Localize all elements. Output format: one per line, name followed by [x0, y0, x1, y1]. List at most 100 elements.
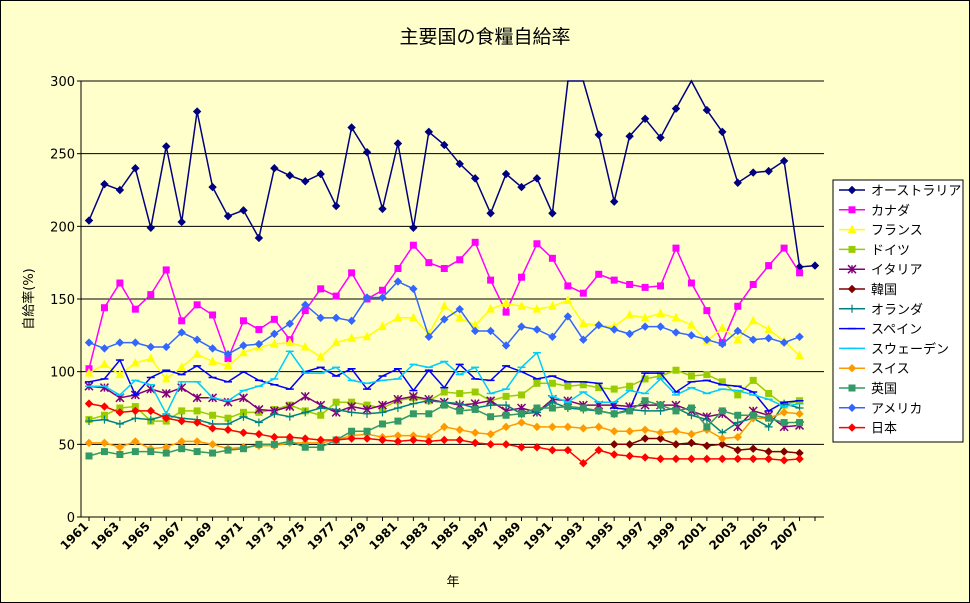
x-tick-label: 1995 — [583, 519, 617, 553]
data-point — [548, 445, 557, 455]
data-point — [640, 453, 650, 462]
x-tick-label: 1987 — [459, 519, 493, 553]
data-point — [316, 352, 326, 361]
data-point — [734, 391, 742, 399]
data-point — [394, 264, 402, 272]
data-point — [734, 411, 742, 419]
data-point — [687, 331, 696, 340]
data-point — [270, 315, 278, 323]
data-point — [456, 256, 464, 264]
data-point — [100, 304, 108, 312]
legend-label: スペイン — [871, 323, 922, 338]
data-point — [408, 391, 418, 401]
data-point — [625, 132, 634, 141]
data-point — [718, 407, 726, 415]
data-point — [177, 437, 186, 446]
data-point — [239, 428, 248, 437]
data-point — [316, 169, 325, 179]
y-tick-label: 250 — [50, 148, 75, 163]
data-point — [161, 373, 171, 383]
data-point — [609, 427, 619, 436]
data-point — [393, 437, 403, 446]
data-point — [270, 329, 279, 339]
data-point — [131, 437, 140, 446]
data-point — [796, 419, 804, 427]
data-point — [316, 313, 325, 323]
chart-title: 主要国の食糧自給率 — [399, 26, 570, 48]
data-point — [518, 273, 526, 281]
data-point — [563, 312, 573, 321]
data-point — [131, 163, 140, 173]
y-tick-label: 150 — [50, 293, 75, 308]
data-point — [470, 438, 480, 448]
legend: オーストラリアカナダフランスドイツイタリア韓国オランダスペインスウェーデンスイス… — [832, 179, 964, 443]
data-point — [609, 197, 619, 206]
data-point — [501, 440, 511, 449]
legend-item: イタリア — [839, 263, 922, 278]
data-point — [178, 407, 186, 415]
data-point — [687, 404, 695, 412]
series — [85, 397, 804, 460]
data-point — [594, 445, 603, 455]
data-point — [100, 438, 109, 448]
legend-item: スウェーデン — [839, 341, 949, 357]
data-point — [162, 413, 171, 423]
x-axis-label: 年 — [446, 575, 459, 590]
data-point — [162, 266, 170, 274]
data-point — [285, 319, 295, 328]
data-point — [563, 445, 573, 455]
data-point — [502, 411, 510, 419]
data-point — [532, 443, 542, 452]
data-point — [223, 360, 233, 370]
data-point — [470, 174, 480, 183]
data-point — [285, 402, 295, 412]
data-point — [749, 335, 758, 344]
x-tick-label: 1973 — [243, 519, 277, 553]
data-point — [702, 415, 711, 424]
data-point — [409, 410, 417, 418]
x-tick-label: 1965 — [119, 519, 153, 553]
data-point — [795, 350, 804, 360]
data-point — [332, 398, 340, 406]
data-point — [146, 406, 155, 416]
data-point — [470, 326, 480, 336]
data-point — [656, 133, 665, 142]
data-point — [409, 284, 418, 294]
data-point — [440, 315, 449, 324]
data-point — [548, 209, 557, 218]
legend-label: オランダ — [871, 303, 923, 318]
data-point — [208, 440, 217, 449]
data-point — [779, 447, 789, 456]
data-point — [254, 404, 264, 414]
x-tick-label: 1985 — [428, 519, 462, 553]
data-point — [780, 419, 788, 427]
data-point — [193, 407, 201, 415]
data-point — [471, 238, 479, 246]
data-point — [440, 388, 448, 396]
data-point — [625, 440, 634, 449]
data-point — [502, 401, 511, 410]
data-point — [377, 400, 388, 410]
data-point — [85, 417, 93, 426]
data-point — [656, 322, 665, 331]
data-point — [84, 438, 94, 448]
data-point — [610, 276, 618, 284]
data-point — [223, 211, 233, 221]
data-point — [409, 241, 417, 249]
data-point — [317, 285, 325, 293]
data-point — [255, 326, 263, 334]
data-point — [765, 262, 773, 270]
data-point — [518, 410, 526, 418]
data-point — [177, 416, 186, 426]
data-point — [733, 334, 743, 344]
data-point — [641, 397, 649, 405]
x-tick-label: 1989 — [490, 519, 524, 553]
legend-item: 英国 — [839, 382, 897, 397]
x-tick-label: 1979 — [336, 519, 370, 553]
data-point — [656, 308, 665, 318]
data-point — [131, 448, 139, 456]
x-tick-label: 1971 — [212, 519, 246, 553]
legend-item: オランダ — [839, 303, 923, 318]
data-point — [239, 206, 248, 215]
